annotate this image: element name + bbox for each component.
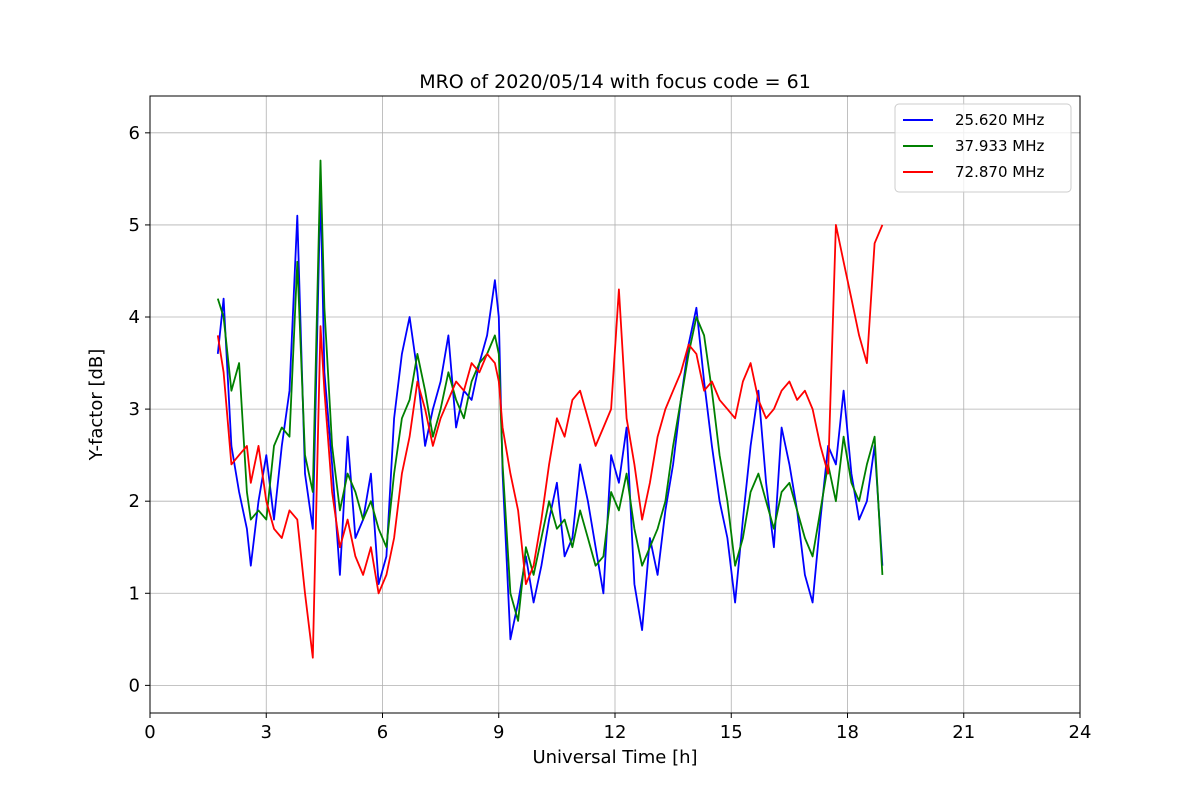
series-line-1	[216, 187, 884, 641]
legend-label: 25.620 MHz	[955, 111, 1044, 129]
y-tick-label: 1	[129, 583, 140, 604]
x-tick-label: 21	[952, 722, 975, 743]
y-tick-label: 2	[129, 491, 140, 512]
y-tick-label: 3	[129, 399, 140, 420]
x-tick-label: 15	[720, 722, 743, 743]
x-axis-label: Universal Time [h]	[532, 747, 697, 768]
x-tick-label: 9	[493, 722, 504, 743]
y-tick-label: 5	[129, 215, 140, 236]
chart-title: MRO of 2020/05/14 with focus code = 61	[419, 71, 811, 93]
y-axis-ticks: 0 1 2 3 4 5 6	[129, 123, 150, 696]
y-tick-label: 6	[129, 123, 140, 144]
x-tick-label: 0	[144, 722, 155, 743]
legend: 25.620 MHz 37.933 MHz 72.870 MHz	[894, 103, 1072, 193]
x-tick-label: 6	[377, 722, 388, 743]
series-line-2	[216, 159, 884, 622]
legend-label: 37.933 MHz	[955, 137, 1044, 155]
x-tick-label: 3	[261, 722, 272, 743]
y-tick-label: 4	[129, 307, 140, 328]
series-group	[216, 159, 884, 659]
legend-box	[894, 103, 1072, 193]
legend-label: 72.870 MHz	[955, 163, 1044, 181]
x-tick-label: 12	[604, 722, 627, 743]
x-tick-label: 18	[836, 722, 859, 743]
x-axis-ticks: 0 3 6 9 12 15 18 21 24	[144, 713, 1091, 743]
y-axis-label: Y-factor [dB]	[86, 349, 107, 462]
x-tick-label: 24	[1069, 722, 1092, 743]
series-line-3	[216, 223, 884, 659]
y-tick-label: 0	[129, 675, 140, 696]
